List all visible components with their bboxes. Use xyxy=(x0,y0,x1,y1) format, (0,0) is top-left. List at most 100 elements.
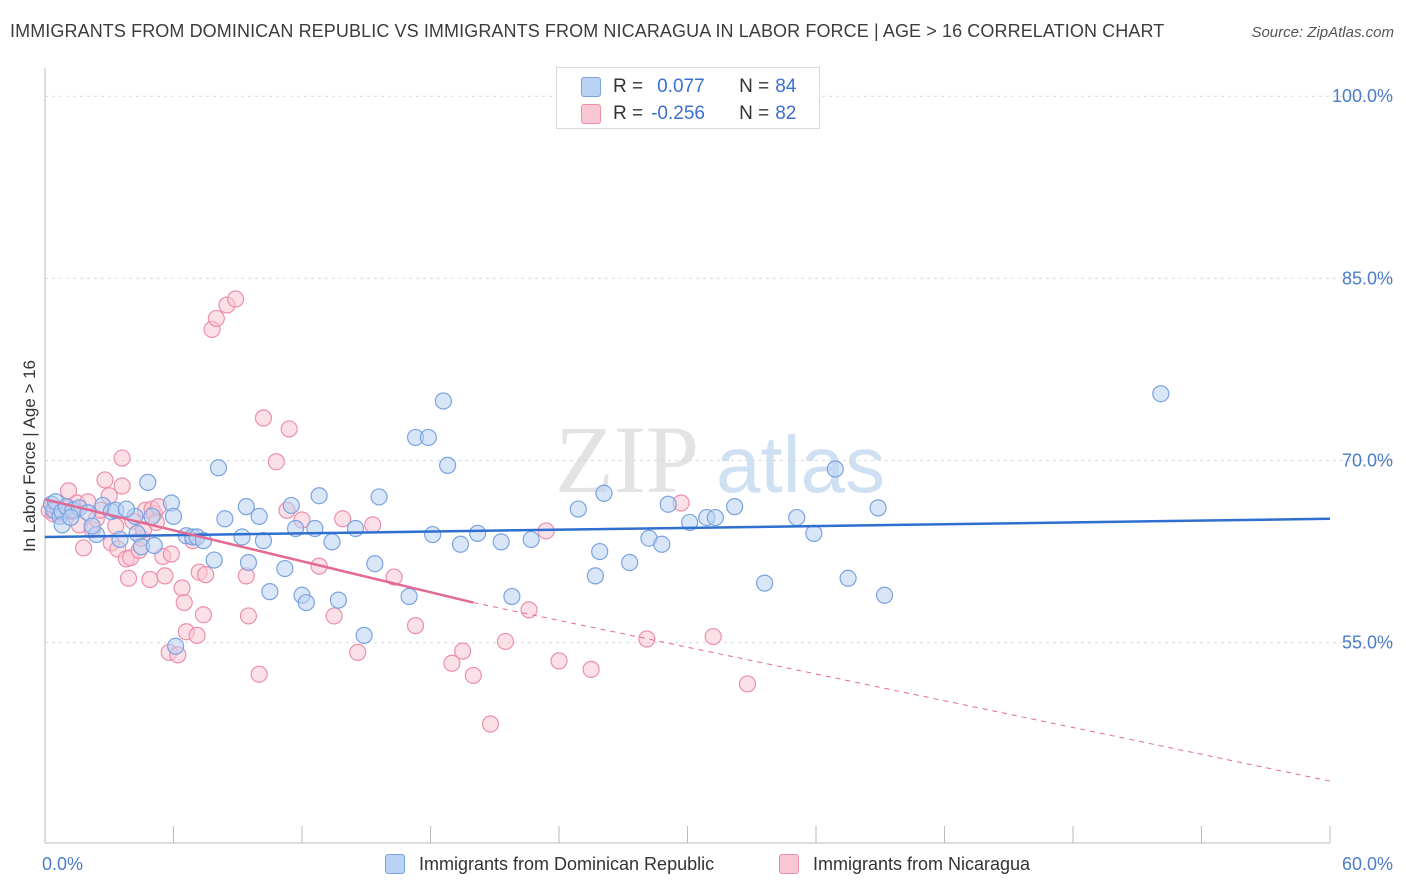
dominican-point xyxy=(117,500,135,518)
dominican-point xyxy=(869,499,887,517)
dominican-point xyxy=(297,593,315,612)
dominican-point xyxy=(469,524,487,542)
dominican-point xyxy=(591,542,609,561)
nicaragua-point xyxy=(638,630,656,648)
x-tick-label: 0.0% xyxy=(42,854,83,874)
dominican-point xyxy=(400,587,418,606)
legend-label-dominican: Immigrants from Dominican Republic xyxy=(419,853,715,874)
dominican-point xyxy=(755,574,774,592)
dominican-point xyxy=(62,508,80,527)
dominican-point xyxy=(492,533,510,551)
dominican-point xyxy=(370,488,388,506)
nicaragua-point xyxy=(496,632,515,651)
legend-n-label: N = xyxy=(739,103,770,124)
dominican-point xyxy=(111,530,129,549)
dominican-point xyxy=(164,507,183,525)
legend-n-label: N = xyxy=(739,76,770,97)
dominican-point xyxy=(659,495,677,513)
dominican-point xyxy=(355,626,373,644)
correlation-legend: R = 0.077 N = 84 R = -0.256 N = 82 xyxy=(556,67,820,129)
dominican-point xyxy=(726,498,744,516)
nicaragua-point xyxy=(364,516,382,534)
nicaragua-trendline-extension xyxy=(473,602,1331,782)
dominican-point xyxy=(239,553,258,572)
dominican-point xyxy=(434,392,452,410)
nicaragua-point xyxy=(280,420,298,438)
nicaragua-point xyxy=(582,660,600,678)
x-tick-labels: 0.0% 60.0% xyxy=(42,854,1393,874)
dominican-point xyxy=(209,459,228,477)
y-tick-label: 85.0% xyxy=(1342,268,1393,288)
dominican-point xyxy=(653,535,671,553)
nicaragua-point xyxy=(520,601,538,619)
dominican-point xyxy=(875,586,894,604)
dominican-point xyxy=(233,528,251,546)
nicaragua-point xyxy=(207,309,225,328)
nicaragua-point xyxy=(141,570,159,589)
dominican-point xyxy=(1152,385,1170,403)
nicaragua-point xyxy=(738,675,757,693)
dominican-point xyxy=(569,500,587,518)
dominican-point xyxy=(839,569,857,587)
legend-swatch-blue xyxy=(385,854,405,874)
nicaragua-point xyxy=(74,539,93,557)
x-tick-label: 60.0% xyxy=(1342,854,1393,874)
watermark: ZIP atlas xyxy=(555,406,885,513)
nicaragua-point xyxy=(113,477,131,495)
dominican-point xyxy=(276,559,294,578)
nicaragua-point xyxy=(250,665,268,683)
legend-label-nicaragua: Immigrants from Nicaragua xyxy=(813,853,1031,874)
legend-r-label: R = xyxy=(613,76,644,97)
legend-row-dominican: R = 0.077 N = 84 xyxy=(581,74,796,100)
dominican-point xyxy=(451,535,470,553)
nicaragua-point xyxy=(162,545,180,563)
dominican-point xyxy=(439,456,457,474)
dominican-point xyxy=(522,530,540,549)
legend-swatch-blue xyxy=(581,77,601,97)
y-tick-labels: 55.0% 70.0% 85.0% 100.0% xyxy=(1332,86,1393,652)
nicaragua-point xyxy=(119,569,138,587)
dominican-point xyxy=(216,510,234,528)
legend-n-value: 82 xyxy=(775,103,797,124)
dominican-point xyxy=(346,519,365,538)
nicaragua-point xyxy=(188,626,206,644)
nicaragua-point xyxy=(481,715,500,733)
dominican-point xyxy=(681,513,699,532)
nicaragua-point xyxy=(96,471,114,489)
dominican-point xyxy=(826,460,844,478)
nicaragua-point xyxy=(464,666,482,685)
nicaragua-point xyxy=(325,607,343,625)
watermark-atlas: atlas xyxy=(716,420,885,509)
dominican-point xyxy=(329,591,348,609)
nicaragua-point xyxy=(156,567,174,585)
legend-n-value: 84 xyxy=(775,76,797,97)
y-tick-label: 100.0% xyxy=(1332,86,1393,106)
nicaragua-point xyxy=(239,607,258,625)
y-tick-label: 55.0% xyxy=(1342,633,1393,653)
dominican-point xyxy=(366,555,384,573)
trend-lines xyxy=(44,498,1331,782)
y-tick-label: 70.0% xyxy=(1342,451,1393,471)
nicaragua-point xyxy=(443,654,461,672)
chart-title: IMMIGRANTS FROM DOMINICAN REPUBLIC VS IM… xyxy=(10,21,1165,41)
nicaragua-point xyxy=(173,579,191,597)
nicaragua-point xyxy=(227,290,245,308)
y-axis-title: In Labor Force | Age > 16 xyxy=(20,360,39,552)
nicaragua-point xyxy=(254,409,273,427)
dominican-point xyxy=(595,484,613,502)
dominican-point xyxy=(145,536,163,555)
dominican-trendline xyxy=(44,517,1331,539)
dominican-point xyxy=(139,473,157,491)
dominican-point xyxy=(167,637,185,655)
watermark-zip: ZIP xyxy=(555,406,699,513)
nicaragua-point xyxy=(385,568,403,586)
dominican-point xyxy=(83,517,101,535)
dominican-point xyxy=(706,508,724,527)
legend-item-nicaragua: Immigrants from Nicaragua xyxy=(779,851,1030,877)
nicaragua-point xyxy=(704,627,722,646)
legend-swatch-pink xyxy=(581,104,601,124)
dominican-point xyxy=(143,507,161,525)
dominican-point xyxy=(323,533,341,551)
dominican-point xyxy=(310,487,328,505)
